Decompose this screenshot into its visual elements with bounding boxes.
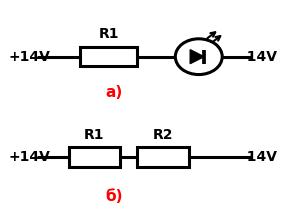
Text: -14V: -14V: [241, 50, 277, 64]
Text: б): б): [106, 189, 123, 204]
Text: +14V: +14V: [9, 150, 50, 164]
Circle shape: [175, 39, 222, 75]
Text: +14V: +14V: [9, 50, 50, 64]
Text: R1: R1: [84, 128, 105, 142]
Polygon shape: [190, 50, 204, 64]
Text: а): а): [106, 85, 123, 100]
Text: -14V: -14V: [241, 150, 277, 164]
Bar: [69, 147, 120, 167]
Text: R2: R2: [153, 128, 173, 142]
Bar: [80, 47, 137, 66]
Bar: [137, 147, 189, 167]
Text: R1: R1: [98, 27, 119, 41]
